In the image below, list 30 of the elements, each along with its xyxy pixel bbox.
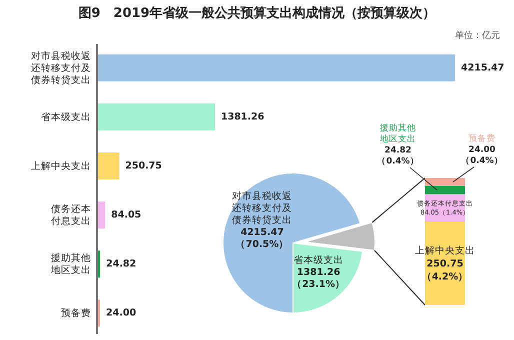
bar — [98, 152, 120, 180]
data-label: 1381.26 （23.1%） — [292, 266, 346, 290]
data-label: 4215.47 — [461, 62, 504, 74]
chart-title: 图9 2019年省级一般公共预算支出构成情况（按预算级次） — [78, 5, 436, 21]
data-label: 24.00 （0.4%） — [461, 145, 503, 166]
bar — [425, 186, 465, 194]
data-label: 4215.47 （70.5%） — [236, 226, 289, 250]
bar — [98, 54, 455, 82]
y-tick-label: 债务还本付息支出 — [51, 202, 91, 227]
slice-label: 省本级支出 — [294, 253, 344, 266]
bar — [98, 103, 215, 130]
bar — [98, 202, 106, 229]
data-label: 250.75 — [125, 160, 162, 172]
data-label: 250.75 （4.2%） — [422, 258, 468, 282]
data-label: 24.82 （0.4%） — [377, 146, 419, 166]
series-label: 上解中央支出 — [415, 244, 475, 256]
data-label: 24.00 — [106, 308, 136, 319]
data-label: 1381.26 — [220, 111, 265, 122]
y-tick-label: 上解中央支出 — [31, 159, 91, 172]
slice-label: 对市县税收返还转移支付及债券转贷支出 — [232, 189, 292, 226]
text: 预备费 — [468, 133, 496, 144]
y-tick-label: 援助其他地区支出 — [50, 252, 91, 276]
text: 援助其他地区支出 — [379, 122, 416, 144]
y-tick-label: 对市县税收返还转移支付及债券转贷支出 — [31, 49, 91, 86]
data-label: 84.05 — [111, 210, 142, 221]
bar — [425, 178, 465, 186]
data-label: 24.82 — [106, 258, 136, 270]
y-tick-label: 省本级支出 — [41, 110, 91, 122]
y-tick-label: 预备费 — [61, 306, 91, 319]
text: 单位：亿元 — [455, 30, 500, 41]
